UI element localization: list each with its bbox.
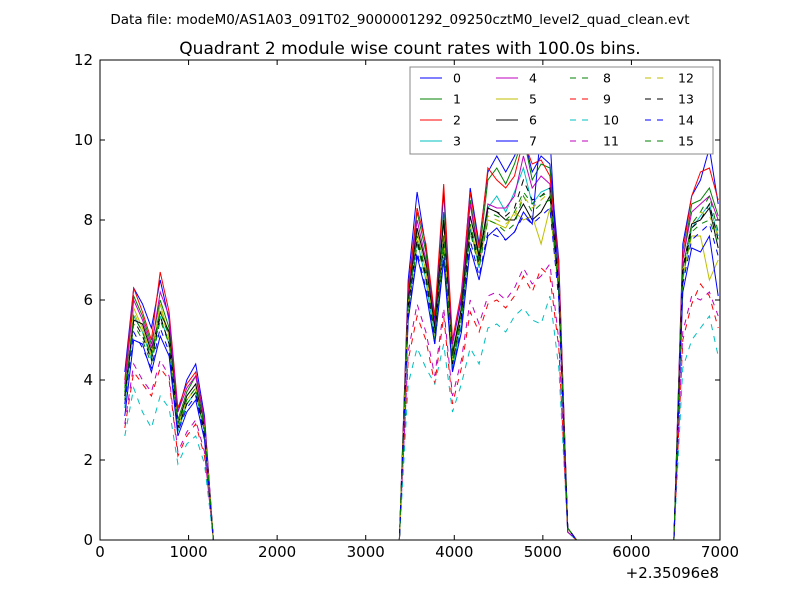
legend-label-4: 4 [529,71,537,86]
legend-box [409,66,714,155]
series-line-1 [124,135,719,541]
legend-label-13: 13 [678,92,694,107]
legend-label-1: 1 [453,92,461,107]
legend-label-11: 11 [603,134,619,149]
y-tick-label: 2 [83,451,93,469]
series-line-4 [124,155,719,541]
legend-label-9: 9 [603,92,611,107]
x-tick-label: 6000 [612,543,650,561]
legend-label-0: 0 [453,71,461,86]
legend-label-7: 7 [529,134,537,149]
legend-label-15: 15 [678,134,694,149]
legend-label-5: 5 [529,92,537,107]
plot-lines [124,126,719,541]
x-tick-label: 7000 [701,543,739,561]
series-line-2 [124,138,719,541]
y-tick-label: 10 [74,131,93,149]
series-line-10 [124,295,719,541]
legend-label-14: 14 [678,113,694,128]
figure-suptitle: Data file: modeM0/AS1A03_091T02_90000012… [110,12,689,28]
x-axis-offset-label: +2.35096e8 [626,564,719,582]
legend-label-3: 3 [453,134,461,149]
x-tick-label: 0 [95,543,105,561]
x-tick-label: 4000 [435,543,473,561]
y-tick-label: 6 [83,291,93,309]
y-tick-label: 0 [83,531,93,549]
series-line-6 [124,194,719,541]
legend-label-6: 6 [529,113,537,128]
x-tick-label: 5000 [524,543,562,561]
legend-label-10: 10 [603,113,619,128]
y-tick-label: 12 [74,51,93,69]
chart-title: Quadrant 2 module wise count rates with … [179,39,640,59]
legend-label-12: 12 [678,71,694,86]
y-tick-label: 8 [83,211,93,229]
y-tick-label: 4 [83,371,93,389]
series-line-3 [124,166,719,541]
x-tick-label: 2000 [258,543,296,561]
series-line-11 [124,262,719,541]
x-tick-label: 1000 [169,543,207,561]
series-line-7 [124,126,719,541]
series-line-9 [124,267,719,541]
legend-label-8: 8 [603,71,611,86]
series-line-0 [124,134,719,541]
x-tick-label: 3000 [347,543,385,561]
legend-label-2: 2 [453,113,461,128]
